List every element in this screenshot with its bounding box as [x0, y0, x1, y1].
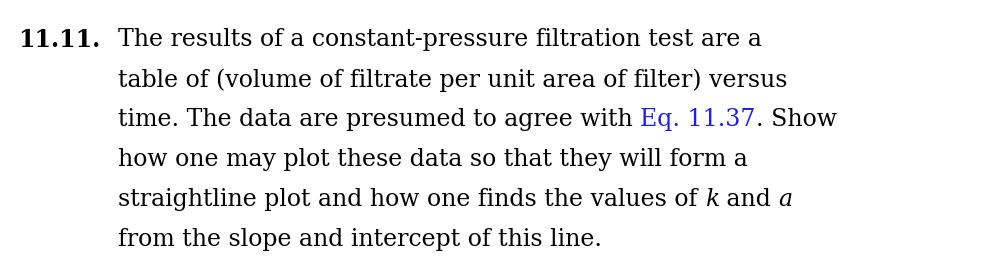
Text: 11.11.: 11.11.: [18, 28, 100, 52]
Text: Eq. 11.37: Eq. 11.37: [640, 108, 755, 131]
Text: from the slope and intercept of this line.: from the slope and intercept of this lin…: [118, 228, 602, 251]
Text: . Show: . Show: [755, 108, 837, 131]
Text: a: a: [779, 188, 792, 211]
Text: and: and: [719, 188, 779, 211]
Text: how one may plot these data so that they will form a: how one may plot these data so that they…: [118, 148, 747, 171]
Text: straightline plot and how one finds the values of: straightline plot and how one finds the …: [118, 188, 705, 211]
Text: k: k: [705, 188, 719, 211]
Text: table of (volume of filtrate per unit area of filter) versus: table of (volume of filtrate per unit ar…: [118, 68, 788, 91]
Text: The results of a constant-pressure filtration test are a: The results of a constant-pressure filtr…: [118, 28, 762, 51]
Text: time. The data are presumed to agree with: time. The data are presumed to agree wit…: [118, 108, 640, 131]
